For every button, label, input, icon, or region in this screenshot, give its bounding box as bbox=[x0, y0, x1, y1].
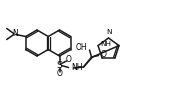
Text: O: O bbox=[66, 55, 71, 63]
Text: S: S bbox=[57, 61, 62, 70]
Text: NH: NH bbox=[71, 63, 83, 72]
Text: NH: NH bbox=[100, 41, 111, 47]
Text: N: N bbox=[12, 30, 18, 38]
Text: OH: OH bbox=[76, 44, 88, 53]
Text: O: O bbox=[101, 50, 106, 59]
Text: O: O bbox=[57, 70, 62, 78]
Text: N: N bbox=[106, 30, 111, 36]
